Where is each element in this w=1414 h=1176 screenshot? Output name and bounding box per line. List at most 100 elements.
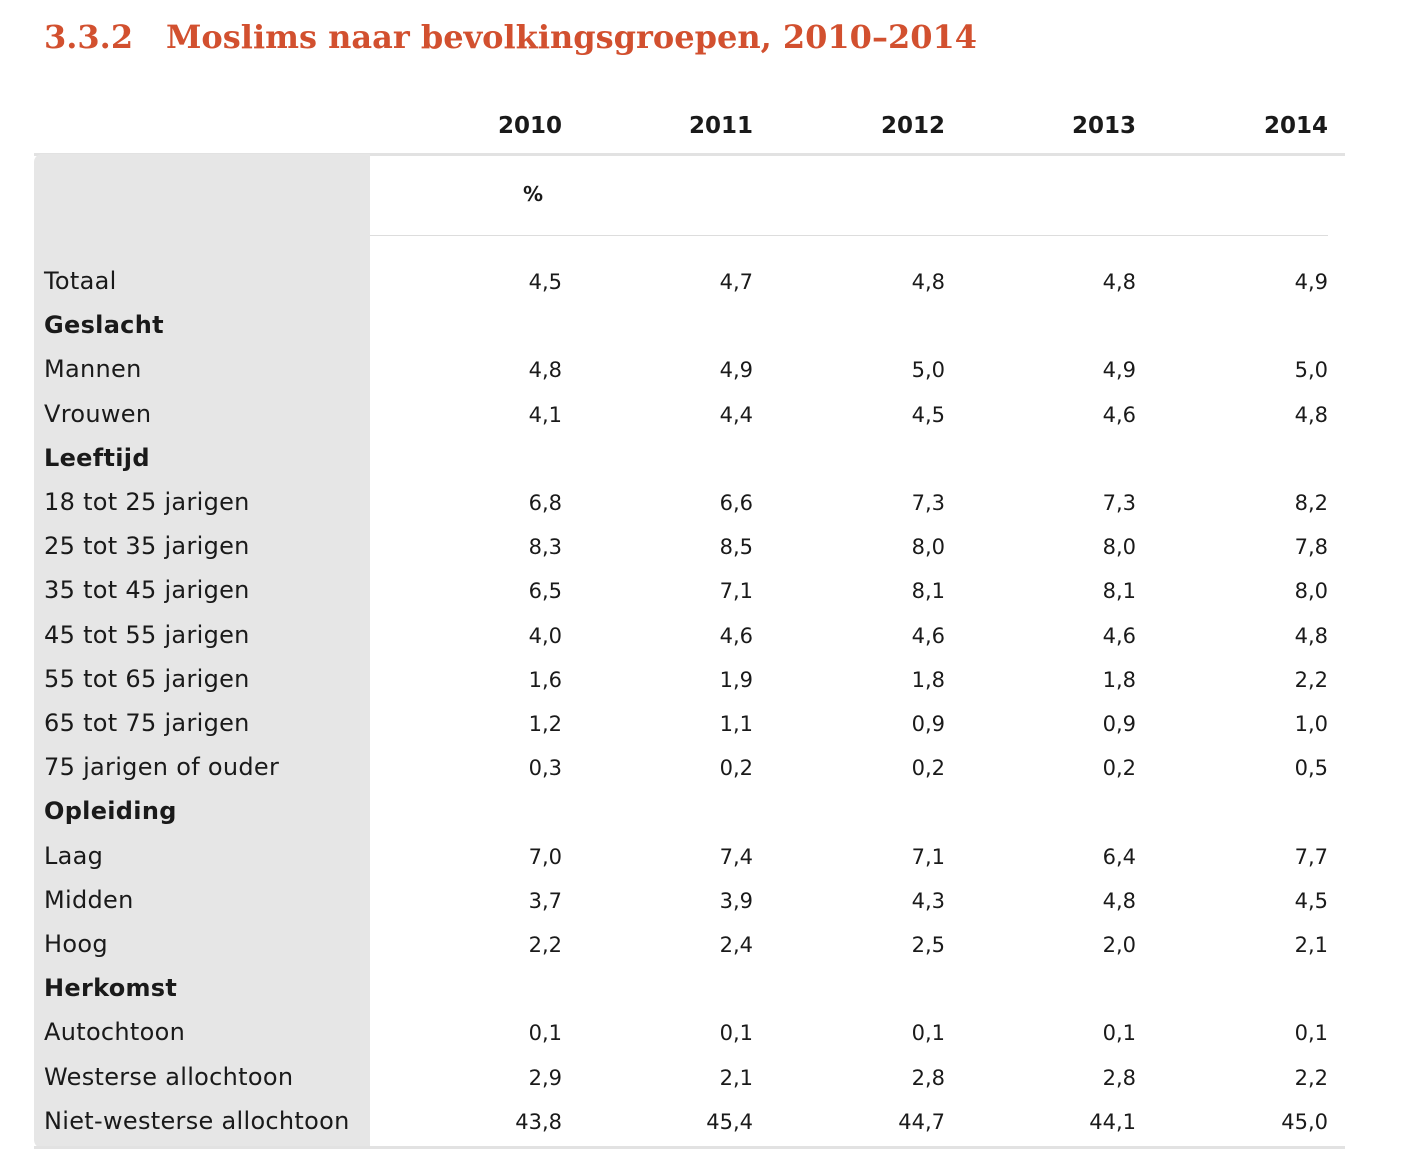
column-header-2014: 2014 [1263,113,1328,139]
value-cell-2011: 6,6 [719,491,753,515]
value-cell-2011: 2,1 [719,1065,753,1090]
value-cell-2012: 8,0 [911,535,945,560]
row-label: 35 tot 45 jarigen [44,576,250,605]
table-row: Autochtoon 0,1 0,1 0,1 0,1 0,1 [0,1010,1414,1054]
value-cell-2014: 1,0 [1294,712,1328,736]
value-cell-2010: 8,3 [528,535,562,560]
value-cell-2011: 7,1 [719,579,753,604]
value-cell-2012: 4,6 [911,623,945,648]
table-top-rule [34,153,1345,156]
value-cell-2010: 4,8 [528,358,562,383]
value-cell-2014: 2,2 [1294,1065,1328,1090]
table-row: Midden 3,7 3,9 4,3 4,8 4,5 [0,878,1414,922]
table-row: Hoog 2,2 2,4 2,5 2,0 2,1 [0,922,1414,966]
value-cell-2014: 2,2 [1294,667,1328,692]
value-cell-2011: 7,4 [719,844,753,869]
value-cell-2013: 2,0 [1102,933,1136,957]
table-row: Totaal 4,5 4,7 4,8 4,8 4,9 [0,259,1414,303]
value-cell-2013: 1,8 [1102,667,1136,692]
row-label: Hoog [44,930,108,958]
value-cell-2012: 5,0 [911,358,945,383]
value-cell-2014: 2,1 [1294,933,1328,957]
value-cell-2013: 7,3 [1102,491,1136,515]
row-label: 45 tot 55 jarigen [44,620,250,649]
value-cell-2011: 4,9 [719,358,753,383]
value-cell-2012: 7,3 [911,491,945,515]
value-cell-2010: 6,8 [528,491,562,515]
row-label: Autochtoon [44,1018,186,1047]
section-header-row: Herkomst [0,966,1414,1010]
value-cell-2012: 4,5 [911,402,945,427]
table-row: Laag 7,0 7,4 7,1 6,4 7,7 [0,834,1414,878]
value-cell-2010: 4,0 [528,623,562,648]
section-label: Herkomst [44,974,178,1003]
value-cell-2012: 0,2 [911,756,945,781]
row-label: 25 tot 35 jarigen [44,532,250,561]
table-row: 55 tot 65 jarigen 1,6 1,9 1,8 1,8 2,2 [0,657,1414,701]
value-cell-2014: 8,2 [1294,491,1328,515]
value-cell-2013: 4,6 [1102,623,1136,648]
value-cell-2014: 4,8 [1294,402,1328,427]
value-cell-2010: 7,0 [528,844,562,869]
value-cell-2011: 2,4 [719,933,753,957]
row-label: Midden [44,885,134,914]
value-cell-2011: 4,6 [719,623,753,648]
column-header-row: 2010 2011 2012 2013 2014 [0,104,1414,148]
value-cell-2012: 4,3 [911,888,945,913]
row-label: Vrouwen [44,399,152,428]
value-cell-2011: 0,2 [719,756,753,781]
column-header-2012: 2012 [880,113,945,139]
value-cell-2012: 7,1 [911,844,945,869]
column-header-2013: 2013 [1071,113,1136,139]
value-cell-2010: 43,8 [515,1109,562,1134]
value-cell-2010: 1,2 [528,712,562,736]
value-cell-2013: 0,9 [1102,712,1136,736]
table-row: 35 tot 45 jarigen 6,5 7,1 8,1 8,1 8,0 [0,568,1414,612]
value-cell-2011: 4,7 [719,270,753,294]
value-cell-2011: 4,4 [719,402,753,427]
section-header-row: Leeftijd [0,436,1414,480]
value-cell-2010: 1,6 [528,667,562,692]
row-label: Westerse allochtoon [44,1062,294,1091]
value-cell-2010: 4,5 [528,270,562,294]
section-label: Leeftijd [44,443,150,472]
row-label: Laag [44,841,104,870]
table-row: 25 tot 35 jarigen 8,3 8,5 8,0 8,0 7,8 [0,524,1414,568]
value-cell-2013: 4,9 [1102,358,1136,383]
value-cell-2014: 4,9 [1294,270,1328,294]
value-cell-2014: 0,5 [1294,756,1328,781]
value-cell-2013: 4,8 [1102,888,1136,913]
value-cell-2010: 2,2 [528,933,562,957]
table-title: 3.3.2 Moslims naar bevolkingsgroepen, 20… [44,12,977,62]
unit-divider [370,235,1328,236]
table-number: 3.3.2 [44,18,134,56]
row-label: 55 tot 65 jarigen [44,664,250,693]
row-label: 18 tot 25 jarigen [44,488,250,516]
table-row: 75 jarigen of ouder 0,3 0,2 0,2 0,2 0,5 [0,745,1414,789]
column-header-2010: 2010 [497,113,562,139]
value-cell-2010: 6,5 [528,579,562,604]
value-cell-2012: 0,9 [911,712,945,736]
value-cell-2013: 4,6 [1102,402,1136,427]
table-row: 45 tot 55 jarigen 4,0 4,6 4,6 4,6 4,8 [0,613,1414,657]
value-cell-2010: 0,1 [528,1021,562,1046]
value-cell-2011: 45,4 [706,1109,753,1134]
row-label: 65 tot 75 jarigen [44,709,250,737]
value-cell-2013: 6,4 [1102,844,1136,869]
section-label: Geslacht [44,311,164,340]
value-cell-2011: 1,9 [719,667,753,692]
table-bottom-rule [34,1146,1345,1149]
value-cell-2012: 2,5 [911,933,945,957]
value-cell-2014: 7,8 [1294,535,1328,560]
value-cell-2011: 8,5 [719,535,753,560]
table-row: Mannen 4,8 4,9 5,0 4,9 5,0 [0,347,1414,391]
value-cell-2014: 4,5 [1294,888,1328,913]
value-cell-2014: 4,8 [1294,623,1328,648]
value-cell-2012: 8,1 [911,579,945,604]
value-cell-2014: 7,7 [1294,844,1328,869]
table-row: Westerse allochtoon 2,9 2,1 2,8 2,8 2,2 [0,1055,1414,1099]
value-cell-2011: 3,9 [719,888,753,913]
table-row: 18 tot 25 jarigen 6,8 6,6 7,3 7,3 8,2 [0,480,1414,524]
value-cell-2010: 3,7 [528,888,562,913]
row-label: Mannen [44,355,142,384]
